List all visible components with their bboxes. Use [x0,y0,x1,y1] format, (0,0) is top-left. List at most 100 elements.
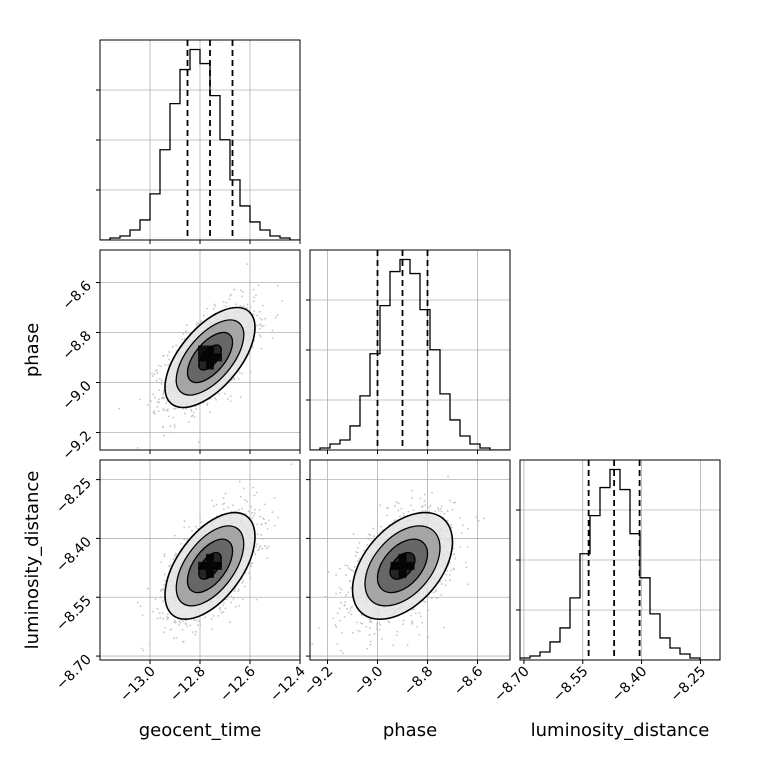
sample-point [222,604,224,607]
sample-point [195,324,198,327]
sample-point [264,522,267,525]
sample-point [238,371,241,374]
sample-point [412,509,415,511]
x-tick-label: −8.8 [401,664,436,699]
sample-point [253,296,256,299]
sample-point [233,590,236,593]
sample-point [152,393,155,396]
sample-point [258,310,261,313]
sample-point [242,305,245,308]
sample-point [410,489,413,492]
sample-point [262,324,265,327]
sample-point [171,345,174,348]
sample-point [163,434,166,437]
sample-point [235,303,238,306]
sample-point [454,501,457,504]
sample-point [258,327,261,330]
sample-point [352,570,355,573]
sample-point [259,317,262,320]
sample-point [450,526,453,529]
histogram-bars [520,468,720,660]
sample-point [396,630,399,633]
sample-point [273,497,276,499]
sample-point [214,305,217,307]
sample-point [449,573,451,576]
sample-point [465,566,468,569]
sample-point [402,512,405,515]
sample-point [466,546,469,549]
sample-point [161,396,164,399]
sample-point [366,647,369,650]
y-tick-label: −8.40 [53,534,95,576]
sample-point [163,583,165,586]
sample-point [184,412,186,415]
sample-point [421,621,423,624]
sample-point [334,624,337,626]
panel-geocent_time-histogram [100,40,300,240]
sample-point [225,598,228,601]
sample-point [204,616,207,619]
sample-point [386,514,388,517]
sample-point [154,396,157,399]
sample-point [200,521,203,524]
sample-point [152,411,155,414]
sample-point [202,314,205,317]
sample-point [402,623,404,626]
sample-point [442,626,445,629]
sample-point [259,544,262,547]
sample-point [260,534,263,536]
sample-point [241,295,243,298]
sample-point [335,626,338,628]
sample-point [375,628,378,631]
sample-point [194,633,197,636]
sample-point [252,313,255,316]
sample-point [194,525,197,528]
sample-point [379,623,382,626]
sample-point [229,294,232,297]
sample-point [271,511,274,514]
sample-point [158,612,161,614]
sample-point [234,605,237,608]
sample-point [335,592,338,595]
sample-point [439,507,442,510]
sample-point [446,569,449,572]
sample-point [158,398,160,401]
sample-point [199,623,202,626]
sample-point [440,505,443,508]
x-axis-label: phase [383,720,437,741]
sample-point [151,372,154,375]
sample-point [318,627,320,630]
sample-point [419,497,422,500]
sample-point [167,415,170,418]
sample-point [172,416,175,419]
panel-frame [519,459,721,661]
sample-point [173,534,176,537]
sample-point [232,597,235,600]
sample-point [264,545,267,547]
sample-point [249,577,252,580]
sample-point [343,615,346,618]
sample-point [166,408,169,411]
sample-point [399,515,401,518]
sample-point [424,504,427,506]
sample-point [147,587,149,590]
sample-point [184,622,187,625]
sample-point [219,609,222,612]
density-cell [198,345,206,354]
sample-point [434,510,437,513]
sample-point [338,607,341,610]
sample-point [206,403,208,406]
sample-point [366,544,368,546]
sample-point [450,523,452,526]
sample-point [140,647,143,650]
sample-point [448,579,451,582]
sample-point [266,547,268,550]
panel-geocent_time-vs-phase [100,250,300,450]
sample-point [379,504,382,507]
sample-point [220,612,223,614]
x-tick-label: −12.8 [167,664,209,706]
sample-point [168,351,170,353]
sample-point [169,425,172,428]
sample-point [332,617,335,620]
sample-point [183,526,186,529]
